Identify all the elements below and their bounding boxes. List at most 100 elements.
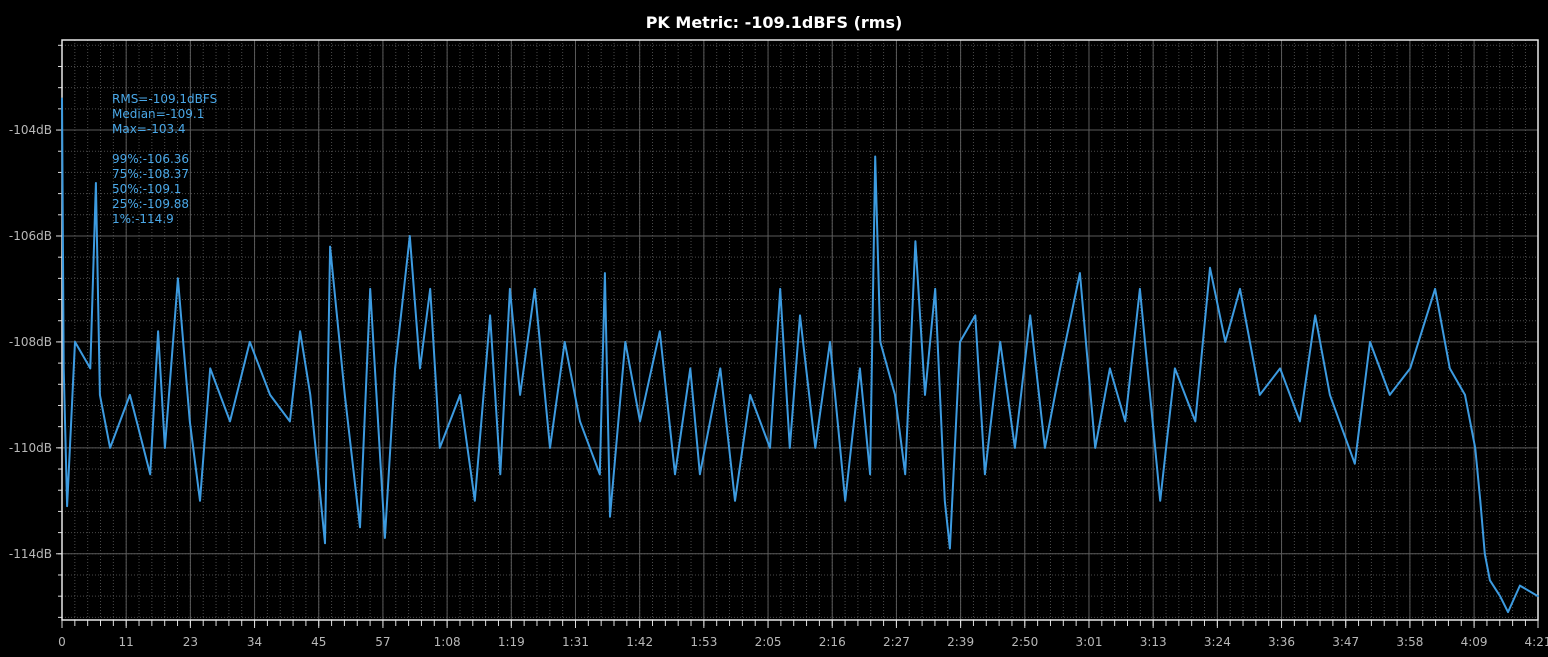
data-point — [1479, 500, 1482, 502]
data-point — [248, 341, 251, 343]
y-tick-label: -114dB — [9, 547, 52, 561]
data-point — [1448, 367, 1451, 370]
stats-line: RMS=-109.1dBFS — [112, 92, 217, 106]
data-point — [324, 542, 326, 544]
data-point — [943, 500, 946, 502]
data-point — [1353, 462, 1356, 465]
data-point — [1369, 341, 1371, 343]
data-point — [289, 420, 291, 423]
data-point — [384, 537, 386, 539]
stats-line: 25%:-109.88 — [112, 197, 189, 211]
data-point — [1519, 584, 1521, 587]
data-point — [1014, 447, 1016, 449]
data-point — [74, 341, 76, 343]
series-line-pk-metric — [61, 98, 1539, 614]
axes: 0 11 23 34 45 57 1:08 1:19 1:31 1:42 1:53 2:05 2:16 2… — [9, 39, 1548, 649]
data-point — [1094, 447, 1096, 449]
data-point — [658, 330, 661, 333]
data-point — [879, 341, 882, 343]
data-point — [779, 288, 782, 290]
data-point — [269, 394, 271, 396]
data-point — [394, 367, 396, 370]
x-tick-label: 2:39 — [947, 635, 974, 649]
data-point — [859, 367, 861, 370]
data-point — [639, 420, 641, 423]
data-point — [533, 288, 536, 290]
data-point — [1139, 288, 1141, 290]
x-tick-label: 45 — [311, 635, 326, 649]
data-point — [974, 314, 977, 317]
grid — [61, 40, 1539, 620]
data-point — [1507, 611, 1509, 613]
x-tick-label: 3:13 — [1140, 635, 1167, 649]
data-point — [814, 447, 817, 449]
data-point — [499, 473, 502, 476]
data-point — [1174, 367, 1176, 370]
data-point — [519, 394, 521, 396]
x-tick-label: 2:16 — [819, 635, 846, 649]
x-tick-label: 1:42 — [626, 635, 653, 649]
plot-frame — [61, 39, 1539, 621]
data-point — [149, 473, 152, 476]
data-point — [309, 394, 312, 396]
data-point — [1464, 394, 1466, 396]
data-point — [894, 394, 896, 396]
data-point — [1489, 579, 1491, 582]
x-tick-label: 3:58 — [1396, 635, 1423, 649]
data-point — [1279, 367, 1281, 370]
data-point — [984, 473, 986, 476]
data-point — [419, 367, 421, 370]
data-point — [164, 447, 166, 449]
data-point — [549, 447, 551, 449]
data-point — [62, 367, 65, 370]
data-point — [343, 394, 346, 396]
data-point — [1329, 394, 1331, 396]
data-point — [438, 447, 441, 449]
data-point — [959, 341, 961, 343]
data-point — [999, 341, 1001, 343]
data-point — [359, 526, 361, 529]
x-tick-label: 2:50 — [1011, 635, 1038, 649]
data-point — [829, 341, 831, 343]
data-point — [1299, 420, 1301, 423]
x-tick-label: 1:31 — [562, 635, 589, 649]
data-point — [189, 420, 191, 423]
data-point — [563, 341, 566, 343]
x-tick-label: 11 — [119, 635, 134, 649]
data-point — [749, 394, 752, 396]
data-point — [429, 288, 431, 290]
data-point — [934, 288, 936, 290]
data-point — [869, 473, 871, 476]
data-point — [229, 420, 231, 423]
x-tick-label: 4:09 — [1461, 635, 1488, 649]
data-point — [579, 420, 581, 423]
y-tick-label: -108dB — [9, 335, 52, 349]
data-point — [719, 367, 722, 370]
stats-line: 75%:-108.37 — [112, 167, 189, 181]
data-point — [1499, 595, 1501, 597]
data-point — [1059, 367, 1061, 370]
x-tick-label: 57 — [375, 635, 390, 649]
stats-line: 99%:-106.36 — [112, 152, 189, 166]
data-point — [904, 473, 906, 476]
data-point — [1029, 314, 1031, 317]
y-tick-label: -110dB — [9, 441, 52, 455]
x-tick-label: 23 — [183, 635, 198, 649]
data-point — [459, 394, 461, 396]
data-point — [624, 341, 627, 343]
stats-line: 1%:-114.9 — [112, 212, 174, 226]
data-point — [599, 473, 601, 476]
y-tick-label: -106dB — [9, 229, 52, 243]
x-tick-label: 4:21 — [1525, 635, 1548, 649]
x-tick-label: 3:47 — [1332, 635, 1359, 649]
data-point — [1474, 447, 1477, 449]
series-layer — [61, 97, 1539, 614]
data-point — [369, 288, 372, 290]
data-point — [799, 314, 801, 317]
data-point — [1079, 272, 1081, 274]
x-tick-label: 3:24 — [1204, 635, 1231, 649]
data-point — [1258, 394, 1261, 396]
x-tick-label: 1:19 — [498, 635, 525, 649]
data-point — [674, 473, 676, 476]
